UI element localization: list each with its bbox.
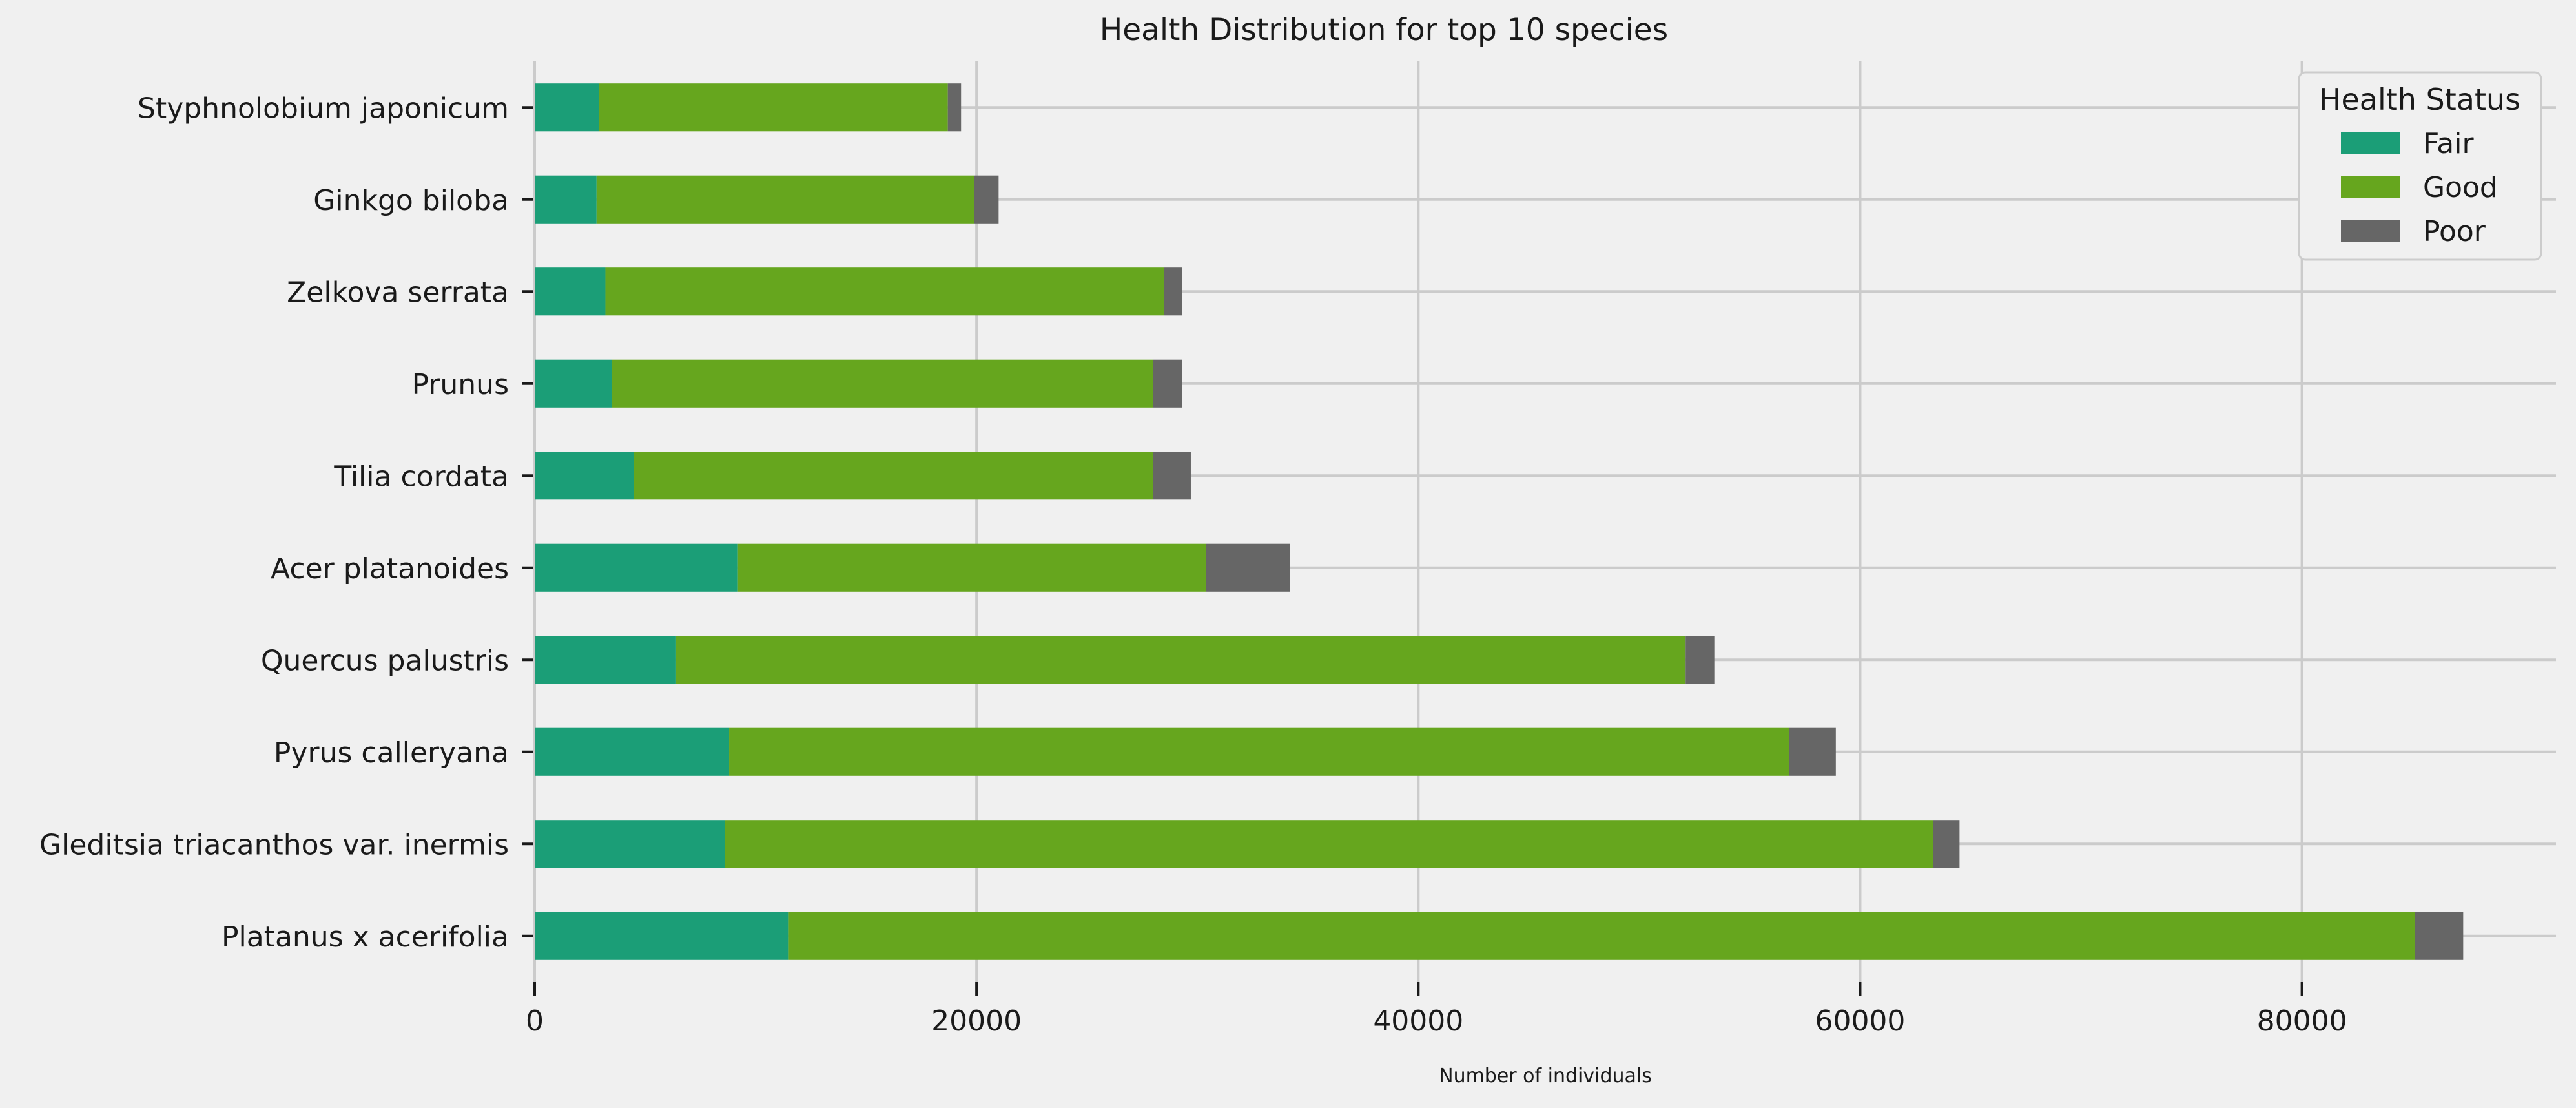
- bar-ginkgo-biloba-poor: [974, 175, 999, 224]
- bar-gleditsia-triacanthos-var-inermis-good: [725, 820, 1933, 868]
- bar-quercus-palustris-poor: [1685, 636, 1715, 684]
- legend-items: Fair Good Poor: [2341, 127, 2498, 248]
- x-axis: 0 20000 40000 60000 80000: [526, 982, 2347, 1038]
- y-tick-label: Prunus: [412, 368, 509, 401]
- bar-tilia-cordata-fair: [535, 452, 634, 500]
- bar-zelkova-serrata-poor: [1164, 267, 1182, 316]
- bar-pyrus-calleryana-poor: [1789, 727, 1836, 776]
- y-tick-label: Pyrus calleryana: [274, 737, 509, 769]
- bar-styphnolobium-japonicum-fair: [535, 83, 599, 132]
- bar-platanus-x-acerifolia-fair: [535, 912, 789, 960]
- legend-label-good: Good: [2423, 171, 2498, 204]
- bar-acer-platanoides-good: [737, 543, 1206, 592]
- chart-title: Health Distribution for top 10 species: [1100, 12, 1668, 48]
- bar-zelkova-serrata-good: [605, 267, 1164, 316]
- bar-zelkova-serrata-fair: [535, 267, 606, 316]
- y-tick-label: Quercus palustris: [261, 644, 509, 677]
- bar-platanus-x-acerifolia-poor: [2415, 912, 2464, 960]
- bar-pyrus-calleryana-good: [729, 727, 1789, 776]
- bar-gleditsia-triacanthos-var-inermis-fair: [535, 820, 725, 868]
- y-tick-label: Tilia cordata: [333, 460, 509, 493]
- legend-label-fair: Fair: [2423, 127, 2474, 160]
- y-tick-label: Platanus x acerifolia: [222, 921, 509, 954]
- bar-styphnolobium-japonicum-good: [599, 83, 948, 132]
- legend-swatch-good: [2341, 176, 2400, 198]
- bar-styphnolobium-japonicum-poor: [947, 83, 962, 132]
- legend-swatch-fair: [2341, 132, 2400, 154]
- legend-swatch-poor: [2341, 220, 2400, 242]
- x-tick-label: 40000: [1373, 1005, 1463, 1038]
- y-tick-label: Zelkova serrata: [287, 276, 509, 309]
- y-tick-label: Styphnolobium japonicum: [138, 92, 509, 125]
- bar-prunus-fair: [535, 359, 612, 408]
- bar-ginkgo-biloba-fair: [535, 175, 597, 224]
- bars: [535, 83, 2464, 960]
- x-tick-label: 80000: [2257, 1005, 2347, 1038]
- x-tick-label: 20000: [931, 1005, 1022, 1038]
- bar-platanus-x-acerifolia-good: [788, 912, 2415, 960]
- x-axis-label: Number of individuals: [1439, 1065, 1652, 1087]
- bar-prunus-poor: [1153, 359, 1182, 408]
- bar-tilia-cordata-good: [634, 452, 1153, 500]
- bar-gleditsia-triacanthos-var-inermis-poor: [1933, 820, 1960, 868]
- bar-prunus-good: [612, 359, 1153, 408]
- y-tick-label: Gleditsia triacanthos var. inermis: [39, 828, 509, 861]
- bar-quercus-palustris-good: [675, 636, 1686, 684]
- legend-label-poor: Poor: [2423, 215, 2486, 248]
- bar-pyrus-calleryana-fair: [535, 727, 730, 776]
- legend: Health Status Fair Good Poor: [2298, 71, 2542, 261]
- x-tick-label: 0: [526, 1005, 544, 1038]
- legend-frame: [2298, 71, 2542, 261]
- bar-acer-platanoides-fair: [535, 543, 738, 592]
- bar-tilia-cordata-poor: [1153, 452, 1191, 500]
- y-tick-label: Ginkgo biloba: [313, 184, 509, 217]
- y-axis: Platanus x acerifolia Gleditsia triacanth…: [39, 92, 533, 954]
- x-tick-label: 60000: [1815, 1005, 1905, 1038]
- y-tick-label: Acer platanoides: [271, 552, 509, 585]
- bar-ginkgo-biloba-good: [596, 175, 974, 224]
- bar-acer-platanoides-poor: [1206, 543, 1290, 592]
- legend-title: Health Status: [2319, 82, 2520, 117]
- bar-quercus-palustris-fair: [535, 636, 676, 684]
